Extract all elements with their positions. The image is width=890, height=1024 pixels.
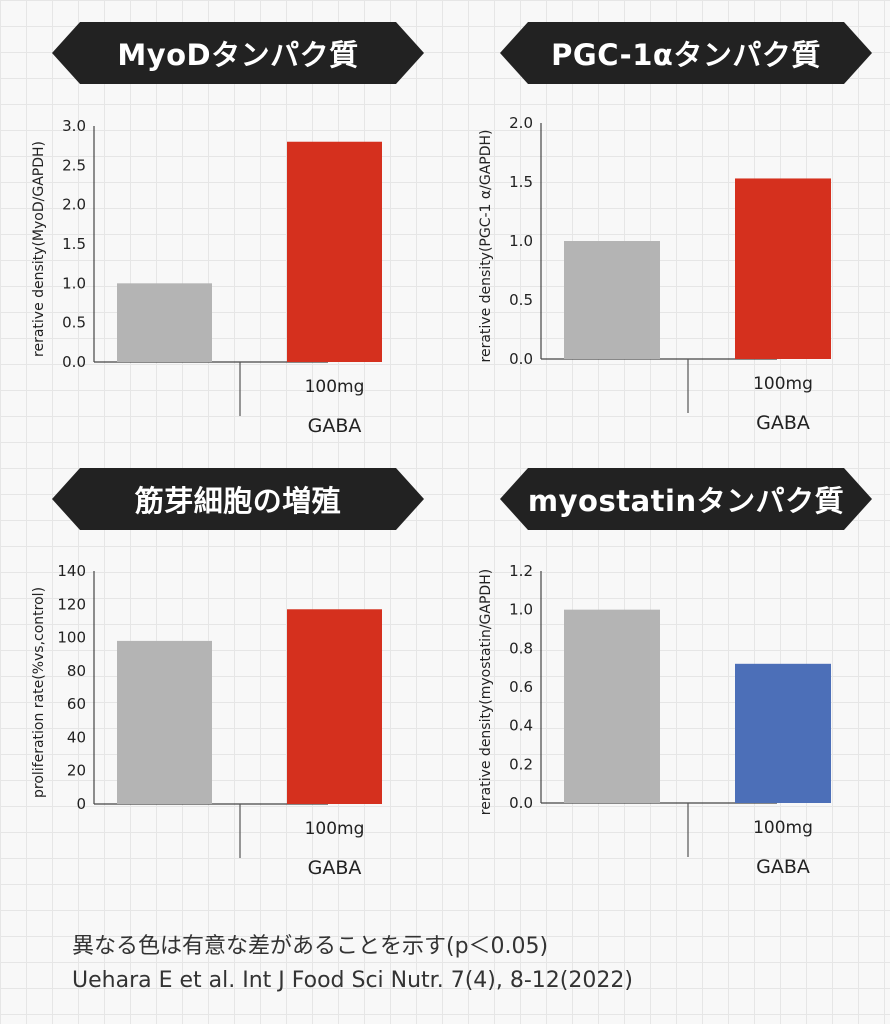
y-tick-label: 2.0 [509, 114, 533, 132]
y-tick-label: 0.0 [62, 353, 86, 371]
significance-note: 異なる色は有意な差があることを示す(p＜0.05) [72, 934, 549, 959]
y-tick-label: 1.5 [62, 235, 86, 253]
y-tick-label: 0.5 [62, 314, 86, 332]
y-tick-label: 0.6 [509, 678, 533, 696]
y-tick-label: 120 [57, 595, 86, 613]
x-category-label: 100mg [305, 819, 365, 839]
bar [287, 609, 382, 804]
bar [287, 141, 382, 362]
y-tick-label: 1.0 [509, 232, 533, 250]
y-tick-label: 40 [67, 728, 86, 746]
y-tick-label: 2.5 [62, 156, 86, 174]
y-tick-label: 3.0 [62, 117, 86, 135]
citation: Uehara E et al. Int J Food Sci Nutr. 7(4… [72, 968, 633, 993]
y-tick-label: 0 [76, 795, 86, 813]
x-group-label: GABA [308, 415, 362, 437]
bar [564, 609, 660, 803]
bar [117, 640, 212, 804]
x-group-label: GABA [756, 856, 810, 878]
x-category-label: 100mg [305, 377, 365, 397]
y-axis-label: rerative density(myostatin/GAPDH) [478, 569, 494, 815]
y-axis-label: rerative density(PGC-1 α/GAPDH) [478, 130, 494, 363]
bar [735, 663, 831, 803]
y-tick-label: 0.8 [509, 639, 533, 657]
y-axis-label: proliferation rate(%vs,control) [31, 587, 47, 798]
y-tick-label: 0.0 [509, 794, 533, 812]
chart-title: 筋芽細胞の増殖 [52, 468, 424, 530]
y-tick-label: 1.0 [62, 274, 86, 292]
bar [564, 241, 660, 359]
bar [735, 178, 831, 359]
y-tick-label: 1.0 [509, 601, 533, 619]
y-tick-label: 0.0 [509, 350, 533, 368]
y-axis-label: rerative density(MyoD/GAPDH) [31, 141, 47, 357]
y-tick-label: 0.2 [509, 755, 533, 773]
y-tick-label: 60 [67, 695, 86, 713]
y-tick-label: 1.5 [509, 173, 533, 191]
y-tick-label: 2.0 [62, 196, 86, 214]
chart-title: PGC-1αタンパク質 [500, 22, 872, 84]
y-tick-label: 0.4 [509, 717, 533, 735]
y-tick-label: 140 [57, 562, 86, 580]
x-category-label: 100mg [753, 818, 813, 838]
bar [117, 283, 212, 362]
x-group-label: GABA [756, 412, 810, 434]
x-group-label: GABA [308, 857, 362, 879]
x-category-label: 100mg [753, 374, 813, 394]
y-tick-label: 1.2 [509, 562, 533, 580]
chart-title: myostatinタンパク質 [500, 468, 872, 530]
chart-title: MyoDタンパク質 [52, 22, 424, 84]
y-tick-label: 80 [67, 662, 86, 680]
y-tick-label: 100 [57, 629, 86, 647]
y-tick-label: 0.5 [509, 291, 533, 309]
y-tick-label: 20 [67, 762, 86, 780]
